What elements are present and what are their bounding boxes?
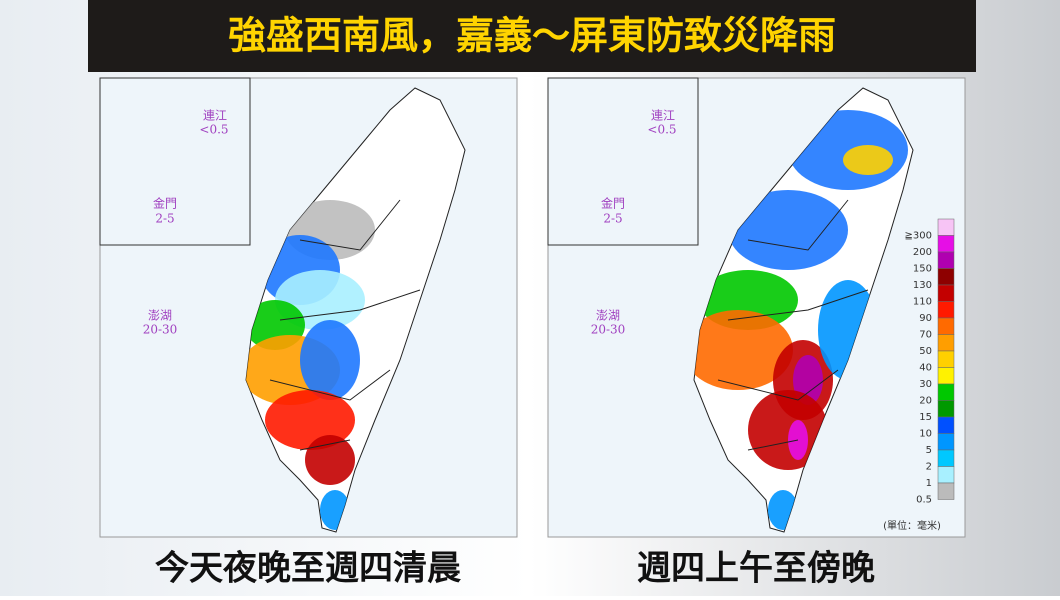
- legend-unit: (單位：毫米): [883, 519, 941, 532]
- legend-swatch: [937, 317, 955, 335]
- inset-value: 2-5: [155, 212, 174, 226]
- rain-blob: [843, 145, 893, 175]
- headline: 強盛西南風，嘉義～屏東防致災降雨: [228, 14, 836, 58]
- inset-name: 澎湖: [596, 308, 620, 323]
- legend-label: 10: [919, 429, 932, 440]
- legend-label: 30: [919, 379, 932, 390]
- legend-label: 90: [919, 313, 932, 324]
- legend-label: 40: [919, 363, 932, 374]
- county-lines: [269, 199, 421, 451]
- legend-swatch: [937, 334, 955, 352]
- legend-swatch: [937, 416, 955, 434]
- legend-swatch: [937, 367, 955, 385]
- legend-label: 15: [919, 412, 932, 423]
- legend-label: ≧300: [905, 231, 932, 242]
- legend-label: 70: [919, 330, 932, 341]
- legend-swatch: [937, 268, 955, 286]
- legend-swatch: [937, 235, 955, 253]
- legend-swatch: [937, 284, 955, 302]
- inset-box: [99, 77, 251, 246]
- legend-swatch: [937, 218, 955, 236]
- legend-swatch: [937, 449, 955, 467]
- inset-box: [547, 77, 699, 246]
- legend-label: 150: [913, 264, 932, 275]
- legend-label: 20: [919, 396, 932, 407]
- rain-blob: [265, 390, 355, 450]
- legend-label: 110: [913, 297, 932, 308]
- legend-swatch: [937, 433, 955, 451]
- legend-swatch: [937, 383, 955, 401]
- inset-name: 金門: [153, 196, 177, 211]
- inset-name: 澎湖: [148, 308, 172, 323]
- caption: 週四上午至傍晚: [637, 549, 875, 589]
- legend-label: 130: [913, 280, 932, 291]
- rain-blob: [305, 435, 355, 485]
- inset-name: 連江: [651, 109, 675, 123]
- inset-value: 20-30: [591, 323, 626, 337]
- legend-label: 5: [926, 445, 932, 456]
- inset-value: 20-30: [143, 323, 178, 337]
- legend-label: 0.5: [916, 495, 932, 506]
- inset-name: 金門: [601, 196, 625, 211]
- inset-name: 連江: [203, 109, 227, 123]
- legend-swatch: [937, 251, 955, 269]
- legend-label: 2: [926, 462, 932, 473]
- county-lines: [717, 199, 869, 451]
- legend-swatch: [937, 400, 955, 418]
- legend-swatch: [937, 482, 955, 500]
- rain-blob: [748, 390, 828, 470]
- rain-blob: [728, 190, 848, 270]
- rain-area: [246, 200, 375, 530]
- rain-blob: [694, 310, 793, 390]
- legend: ≧300 200 150 130 110 90 70 50 40 30 20 15 10 5 2 1 0.5 (單…: [883, 218, 955, 532]
- legend-swatch: [937, 466, 955, 484]
- legend-swatch: [937, 301, 955, 319]
- inset-value: <0.5: [647, 123, 676, 137]
- inset-value: 2-5: [603, 212, 622, 226]
- caption: 今天夜晚至週四清晨: [155, 549, 461, 589]
- headline-bar: [88, 0, 976, 72]
- legend-swatch: [937, 350, 955, 368]
- inset-value: <0.5: [199, 123, 228, 137]
- legend-label: 50: [919, 346, 932, 357]
- rain-area: [694, 110, 908, 530]
- legend-label: 200: [913, 247, 932, 258]
- legend-label: 1: [926, 478, 932, 489]
- rain-blob: [300, 320, 360, 400]
